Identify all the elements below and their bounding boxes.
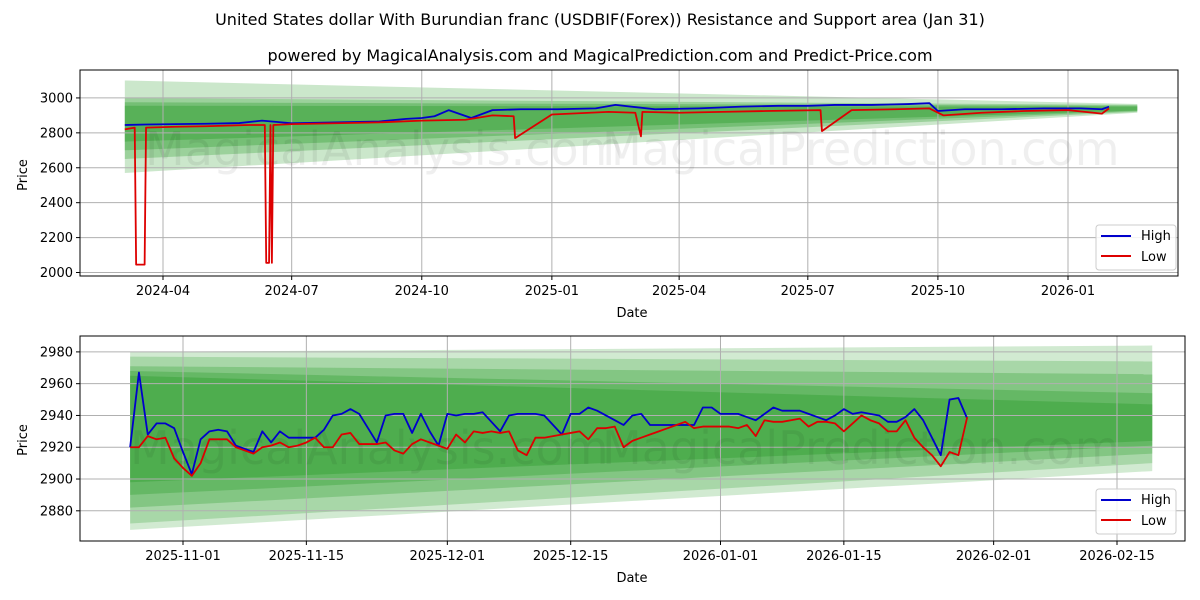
bottom-watermark: MagicalAnalysis.com MagicalPrediction.co… — [130, 421, 1120, 475]
band-layer — [124, 97, 1138, 160]
band-layer — [130, 356, 1153, 524]
y-tick-label: 2000 — [40, 266, 73, 281]
bottom-y-axis-label: Price — [16, 424, 31, 456]
legend-low-label: Low — [1141, 514, 1167, 529]
y-tick-label: 2960 — [40, 377, 73, 392]
top-legend: High Low — [1095, 224, 1177, 271]
top-plot-area — [80, 70, 1178, 276]
x-tick-label: 2025-12-01 — [410, 549, 486, 564]
low-price-line — [130, 414, 969, 477]
x-tick-label: 2025-04 — [652, 284, 706, 299]
bottom-x-axis-label: Date — [616, 571, 647, 586]
x-tick-label: 2025-10 — [911, 284, 965, 299]
x-tick-label: 2026-01-15 — [806, 549, 882, 564]
x-tick-label: 2025-12-15 — [533, 549, 609, 564]
y-tick-label: 2980 — [40, 345, 73, 360]
x-tick-label: 2025-11-15 — [269, 549, 345, 564]
top-watermark: MagicalAnalysis.com MagicalPrediction.co… — [145, 122, 1120, 176]
bottom-legend: High Low — [1095, 488, 1177, 535]
top-axes-frame — [79, 69, 1179, 277]
y-tick-label: 3000 — [40, 91, 73, 106]
y-tick-label: 2940 — [40, 409, 73, 424]
x-tick-label: 2024-04 — [136, 284, 190, 299]
top-y-axis-label: Price — [16, 159, 31, 191]
bottom-price-chart: MagicalAnalysis.com MagicalPrediction.co… — [16, 335, 1186, 586]
watermark-magicalprediction: MagicalPrediction.com — [602, 421, 1120, 475]
top-y-axis: 2000 2200 2400 2600 2800 3000 — [40, 91, 80, 281]
y-tick-label: 2880 — [40, 504, 73, 519]
legend-high-label: High — [1141, 493, 1171, 508]
y-tick-label: 2400 — [40, 196, 73, 211]
watermark-magicalprediction: MagicalPrediction.com — [602, 122, 1120, 176]
y-tick-label: 2600 — [40, 161, 73, 176]
bottom-plot-area — [80, 336, 1185, 541]
chart-title: United States dollar With Burundian fran… — [215, 10, 985, 29]
x-tick-label: 2026-02-01 — [956, 549, 1032, 564]
y-tick-label: 2920 — [40, 441, 73, 456]
x-tick-label: 2026-02-15 — [1079, 549, 1155, 564]
y-tick-label: 2800 — [40, 126, 73, 141]
x-tick-label: 2025-07 — [781, 284, 835, 299]
y-tick-label: 2200 — [40, 231, 73, 246]
band-layer — [130, 370, 1153, 495]
x-tick-label: 2026-01-01 — [683, 549, 759, 564]
top-support-resistance-bands — [124, 80, 1138, 173]
top-price-chart: MagicalAnalysis.com MagicalPrediction.co… — [16, 69, 1179, 321]
watermark-magicalanalysis: MagicalAnalysis.com — [145, 122, 624, 176]
top-price-lines — [124, 102, 1110, 266]
band-layer — [130, 375, 1153, 483]
legend-high-label: High — [1141, 229, 1171, 244]
bottom-price-lines — [129, 371, 969, 477]
x-tick-label: 2024-10 — [395, 284, 449, 299]
high-price-line — [129, 371, 969, 476]
x-tick-label: 2025-11-01 — [145, 549, 221, 564]
bottom-axes-frame — [79, 335, 1186, 542]
bottom-x-axis: 2025-11-01 2025-11-15 2025-12-01 2025-12-15… — [145, 541, 1155, 564]
top-x-axis-label: Date — [616, 306, 647, 321]
chart-subtitle: powered by MagicalAnalysis.com and Magic… — [267, 46, 933, 65]
bottom-y-axis: 2880 2900 2920 2940 2960 2980 — [40, 345, 80, 519]
x-tick-label: 2025-01 — [525, 284, 579, 299]
y-tick-label: 2900 — [40, 473, 73, 488]
legend-low-label: Low — [1141, 250, 1167, 265]
x-tick-label: 2024-07 — [265, 284, 319, 299]
x-tick-label: 2026-01 — [1041, 284, 1095, 299]
low-price-line — [124, 107, 1110, 266]
top-x-axis: 2024-04 2024-07 2024-10 2025-01 2025-04 2025-… — [136, 276, 1095, 299]
high-price-line — [124, 102, 1110, 126]
band-layer — [124, 80, 1138, 173]
top-grid — [80, 70, 1178, 276]
band-layer — [124, 102, 1138, 151]
